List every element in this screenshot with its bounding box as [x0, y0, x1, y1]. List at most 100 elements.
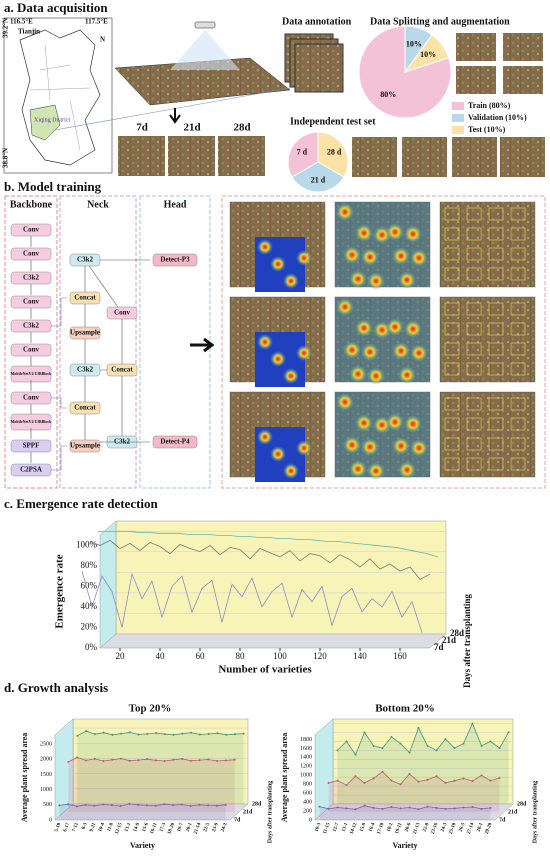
legend-label: Train (80%) — [468, 101, 511, 110]
z-tick-label: 28d — [517, 801, 527, 807]
point — [225, 733, 228, 736]
point — [233, 758, 236, 761]
arrow — [190, 337, 215, 353]
point — [471, 722, 474, 725]
box — [488, 322, 504, 336]
box — [510, 437, 526, 451]
point — [363, 781, 366, 784]
point — [216, 760, 219, 762]
point — [345, 784, 348, 787]
point — [318, 805, 321, 808]
point — [336, 806, 339, 809]
point — [58, 804, 61, 807]
box — [466, 247, 482, 261]
box — [466, 362, 482, 376]
point — [327, 807, 330, 810]
point — [381, 747, 384, 750]
x-tick-label: 28-1 — [477, 822, 485, 833]
box — [510, 342, 526, 356]
edge — [51, 445, 67, 471]
point — [102, 803, 105, 806]
point — [67, 760, 70, 763]
node — [69, 401, 101, 415]
aug-images — [456, 33, 543, 94]
heat-spot — [349, 460, 367, 478]
box — [510, 302, 526, 316]
y-tick-label: 1000 — [40, 787, 52, 793]
point — [146, 732, 149, 735]
z-tick-label: 21d — [243, 809, 253, 815]
point — [426, 805, 429, 808]
x-tick-label: 60 — [196, 651, 206, 661]
point — [233, 733, 236, 736]
legend-swatch — [452, 114, 464, 122]
box — [510, 417, 526, 431]
point — [435, 775, 438, 778]
area-fill — [68, 757, 235, 812]
box — [59, 195, 137, 489]
box — [510, 362, 526, 376]
pie-slice — [403, 34, 450, 73]
series-line — [328, 771, 500, 786]
node-label: Detect-P3 — [160, 256, 190, 264]
image — [439, 391, 536, 478]
area-fill — [337, 723, 509, 804]
box — [488, 362, 504, 376]
point — [111, 733, 114, 736]
heat-spot — [343, 341, 361, 359]
y-tick-label: 80% — [81, 560, 98, 570]
y-tick-label: 20% — [81, 622, 98, 632]
y-tick-label: 0 — [49, 817, 52, 823]
point — [345, 740, 348, 743]
y-tick-label: 800 — [303, 782, 312, 788]
y-tick-label: 1800 — [300, 737, 312, 743]
point — [327, 781, 330, 784]
y-tick-label: 500 — [43, 802, 52, 808]
x-tick-label: 25-10 — [449, 822, 458, 835]
point — [408, 772, 411, 775]
point — [128, 731, 131, 734]
map-label: 116.5°E — [10, 18, 33, 26]
z-tick-label: 28d — [450, 628, 464, 638]
slice-label: 7 d — [297, 148, 308, 157]
box — [466, 437, 482, 451]
slice-label: 10% — [406, 40, 422, 49]
point — [444, 807, 447, 810]
point — [119, 757, 122, 760]
section-title: Data annotation — [282, 16, 352, 27]
point — [163, 803, 166, 806]
x-tick-label: 15-9 — [360, 822, 368, 833]
point — [76, 734, 79, 737]
north-arrow: N — [100, 36, 105, 44]
point — [444, 781, 447, 784]
point — [75, 805, 78, 808]
x-tick-label: 26-5 — [459, 822, 467, 833]
back-wall — [115, 520, 447, 635]
image — [218, 136, 265, 176]
legend-label: Test (10%) — [468, 125, 506, 134]
series-line — [68, 756, 235, 763]
point — [372, 806, 375, 809]
node — [106, 306, 138, 320]
day-label: 28d — [233, 122, 250, 134]
heat-spot — [404, 320, 422, 338]
series-line — [98, 530, 439, 558]
node — [152, 253, 198, 267]
x-tick-label: 13-1 — [342, 822, 350, 833]
drone — [194, 21, 216, 29]
point — [154, 804, 157, 807]
point — [372, 777, 375, 780]
y-tick-label: 1500 — [40, 772, 52, 778]
x-tick-label: 16-11 — [150, 822, 159, 835]
column-title: Head — [164, 199, 187, 210]
point — [435, 749, 438, 752]
heat-spot — [410, 249, 428, 267]
x-tick-label: 8-3 — [82, 822, 89, 830]
point — [462, 806, 465, 809]
box — [488, 302, 504, 316]
box — [510, 227, 526, 241]
node-label: Detect-P4 — [160, 438, 190, 446]
node-label: Concat — [74, 294, 96, 302]
x-tick-label: 15-6 — [142, 822, 150, 833]
point — [172, 733, 175, 736]
